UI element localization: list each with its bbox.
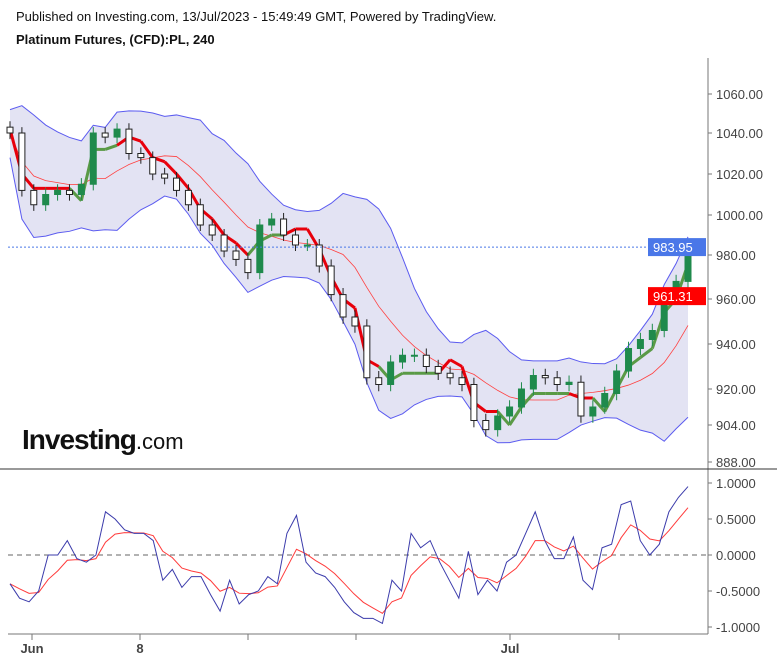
candle (613, 370, 621, 394)
supertrend-segment (496, 410, 511, 426)
candle (208, 224, 216, 236)
last-price-label: 983.95 (653, 240, 693, 255)
price-tick-label: 888.00 (716, 455, 756, 470)
supertrend-segment (508, 406, 523, 426)
candle (220, 234, 228, 252)
investing-logo: Investing.com (22, 424, 184, 455)
candle (470, 384, 478, 421)
price-tick-label: 1040.00 (716, 126, 763, 141)
candle (77, 183, 85, 195)
supertrend-segment (104, 143, 118, 151)
candle (565, 381, 573, 385)
candle (399, 354, 407, 363)
time-tick-label: Jun (20, 641, 43, 656)
supertrend-segment (639, 347, 654, 359)
candle (636, 339, 644, 349)
candle (173, 177, 181, 191)
bollinger-band-fill (10, 105, 688, 443)
candle (232, 250, 240, 260)
oscillator-signal-line (9, 507, 689, 614)
candle (244, 258, 252, 274)
candle (54, 189, 62, 195)
candle (446, 372, 454, 379)
supertrend-segment (139, 140, 154, 159)
candle (30, 189, 38, 206)
candle (506, 406, 514, 417)
price-tick-label: 920.00 (716, 382, 756, 397)
candle (458, 377, 466, 385)
candle (280, 218, 288, 236)
candle (553, 377, 561, 385)
candle (196, 204, 204, 226)
candle (18, 132, 26, 191)
supertrend-segment (175, 173, 190, 190)
osc-tick-label: 0.5000 (716, 512, 756, 527)
marker-price-label: 961.31 (653, 289, 693, 304)
supertrend-segment (211, 218, 226, 236)
candle (529, 375, 537, 390)
candle (351, 316, 359, 327)
time-tick-label: Jul (501, 641, 520, 656)
candle (256, 224, 264, 274)
candle (65, 189, 73, 195)
bollinger-upper-line (9, 105, 689, 365)
candle (303, 244, 311, 247)
candle (648, 330, 656, 340)
osc-tick-label: -1.0000 (716, 620, 760, 635)
candle (517, 388, 525, 408)
price-tick-label: 1000.00 (716, 208, 763, 223)
candle (339, 294, 347, 318)
price-tick-label: 1020.00 (716, 167, 763, 182)
candle (291, 234, 299, 246)
candle (137, 153, 145, 159)
candle (149, 157, 157, 175)
price-tick-label: 904.00 (716, 418, 756, 433)
supertrend-segment (591, 397, 606, 413)
price-tick-label: 980.00 (716, 248, 756, 263)
candle (387, 361, 395, 385)
price-tick-label: 940.00 (716, 337, 756, 352)
osc-tick-label: -0.5000 (716, 584, 760, 599)
candle (101, 132, 109, 138)
osc-tick-label: 1.0000 (716, 476, 756, 491)
candle (6, 126, 14, 134)
price-tick-label: 1060.00 (716, 87, 763, 102)
candle (315, 244, 323, 267)
candle (363, 325, 371, 379)
candle (113, 128, 121, 138)
candle (268, 218, 276, 226)
candle (327, 265, 335, 296)
candle (625, 348, 633, 372)
supertrend-segment (163, 160, 178, 176)
marker-price-badge (648, 287, 706, 306)
candle (434, 366, 442, 374)
candle (410, 354, 418, 357)
candle (589, 406, 597, 417)
candle (161, 173, 169, 179)
symbol-title: Platinum Futures, (CFD):PL, 240 (16, 32, 215, 47)
candle (184, 189, 192, 206)
supertrend-segment (234, 241, 249, 257)
candle (494, 415, 502, 431)
candle (482, 420, 490, 431)
candle (422, 354, 430, 367)
candle (541, 375, 549, 379)
time-tick-label: 8 (136, 641, 143, 656)
candle (89, 132, 97, 185)
oscillator-main-line (9, 486, 689, 625)
candle (125, 128, 133, 155)
bollinger-lower-line (9, 157, 689, 444)
candle (577, 381, 585, 417)
published-caption: Published on Investing.com, 13/Jul/2023 … (16, 9, 497, 24)
candle (375, 377, 383, 385)
last-price-badge (648, 238, 706, 257)
osc-tick-label: 0.0000 (716, 548, 756, 563)
price-tick-label: 960.00 (716, 292, 756, 307)
supertrend-segment (449, 358, 463, 368)
candle (42, 194, 50, 206)
candle (601, 393, 609, 408)
